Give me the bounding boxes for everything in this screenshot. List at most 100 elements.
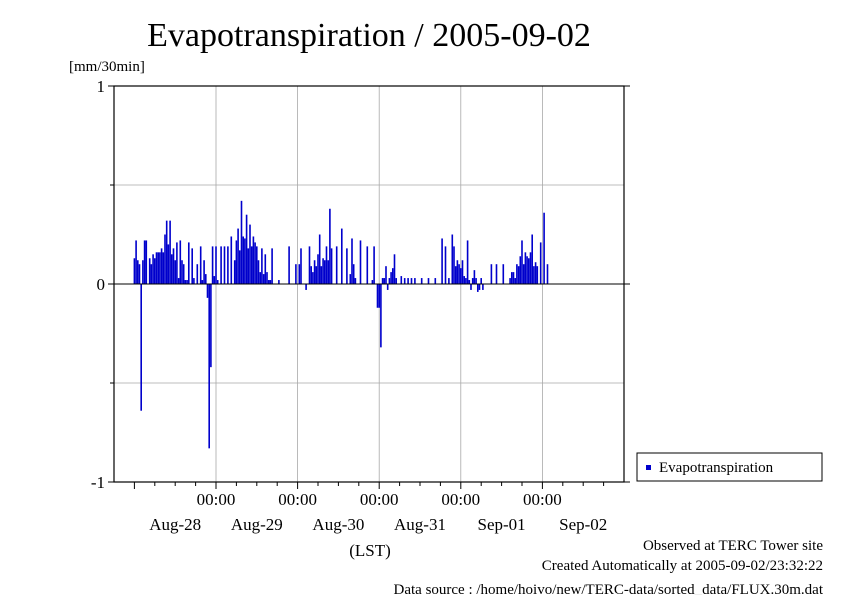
bar	[323, 260, 326, 284]
bar	[267, 280, 270, 284]
bar	[196, 264, 199, 284]
bar	[186, 280, 188, 284]
bar	[245, 214, 248, 284]
bar	[366, 246, 369, 284]
bar	[179, 240, 182, 284]
bars	[133, 200, 549, 449]
bar	[143, 240, 146, 284]
bar	[210, 284, 212, 368]
footer-created: Created Automatically at 2005-09-02/23:3…	[542, 558, 823, 574]
bar	[536, 266, 539, 284]
bar	[534, 262, 537, 284]
bar	[157, 252, 159, 284]
bar	[262, 274, 265, 284]
bar	[187, 242, 190, 284]
bar	[480, 278, 482, 284]
bar	[335, 246, 338, 284]
bar	[509, 278, 511, 284]
bar	[329, 208, 331, 284]
bar	[546, 264, 549, 284]
bar	[395, 278, 397, 284]
bar	[526, 256, 528, 284]
bar	[388, 278, 391, 284]
bar	[310, 266, 312, 284]
bar	[381, 278, 384, 284]
bar	[517, 266, 520, 284]
bar	[378, 284, 380, 308]
bar	[317, 254, 319, 284]
y-tick-label: -1	[91, 473, 105, 492]
bar	[383, 278, 386, 284]
bar	[461, 260, 464, 284]
bar	[385, 266, 387, 284]
bar	[271, 248, 273, 284]
bar	[320, 266, 323, 284]
bar	[456, 260, 459, 284]
bar	[351, 238, 353, 284]
bar	[160, 248, 163, 284]
x-date-label: Aug-29	[231, 515, 283, 534]
bar	[177, 278, 180, 284]
y-tick-label: 1	[97, 77, 106, 96]
legend-box	[636, 452, 823, 482]
bar	[244, 238, 246, 284]
bar	[427, 278, 430, 284]
bar	[182, 264, 185, 284]
bar	[519, 256, 522, 284]
bar	[434, 278, 437, 284]
bar	[259, 272, 261, 284]
bar	[522, 264, 525, 284]
bar	[199, 246, 202, 284]
bar	[216, 280, 219, 284]
bar	[213, 276, 216, 284]
bar	[138, 264, 141, 284]
bar	[201, 280, 204, 284]
bar	[527, 258, 530, 284]
bar	[448, 278, 450, 284]
x-time-label: 00:00	[278, 490, 317, 509]
bar	[254, 242, 256, 284]
chart-title: Evapotranspiration / 2005-09-02	[147, 17, 591, 54]
bar	[400, 276, 403, 284]
bar	[172, 248, 175, 284]
bar	[470, 284, 472, 290]
bar	[521, 240, 523, 284]
legend-marker	[646, 465, 651, 470]
bar	[312, 272, 314, 284]
x-date-label: Aug-28	[149, 515, 201, 534]
x-time-label: 00:00	[197, 490, 236, 509]
x-date-label: Sep-01	[478, 515, 526, 534]
bar	[543, 212, 545, 284]
x-axis-label: (LST)	[349, 541, 391, 560]
bar	[278, 280, 280, 284]
bar	[266, 272, 268, 284]
bar	[227, 246, 229, 284]
bar	[264, 254, 267, 284]
bar	[393, 254, 396, 284]
bar	[444, 246, 447, 284]
bar	[288, 246, 290, 284]
bar	[318, 234, 321, 284]
bar	[533, 266, 535, 284]
bar	[155, 252, 158, 284]
bar	[313, 260, 316, 284]
bar	[230, 236, 233, 284]
bar	[220, 246, 222, 284]
bar	[247, 248, 250, 284]
bar	[407, 278, 409, 284]
bar	[495, 264, 498, 284]
bar	[346, 248, 348, 284]
bar	[459, 268, 462, 284]
bar	[354, 278, 357, 284]
bar	[203, 260, 205, 284]
bar	[330, 248, 333, 284]
bar	[376, 284, 379, 308]
bar	[162, 252, 165, 284]
bar	[471, 278, 474, 284]
bar	[261, 248, 263, 284]
bar	[140, 284, 142, 411]
bar	[529, 252, 532, 284]
bar	[164, 234, 166, 284]
bar	[159, 252, 161, 284]
bar	[315, 266, 318, 284]
